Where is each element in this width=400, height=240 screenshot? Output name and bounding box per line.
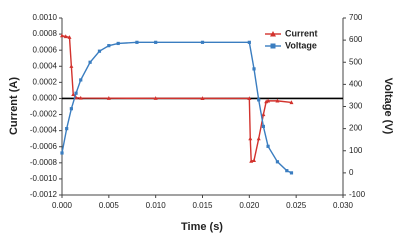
point xyxy=(97,49,102,53)
x-tick-label: 0.030 xyxy=(333,201,354,210)
point xyxy=(248,136,253,141)
point xyxy=(275,98,280,103)
point xyxy=(261,124,265,129)
point xyxy=(79,78,83,82)
x-tick-label: 0.015 xyxy=(192,201,213,210)
y-tick-label: 0.0004 xyxy=(33,61,58,70)
y2-tick-label: 300 xyxy=(349,102,363,111)
point xyxy=(285,169,289,173)
point xyxy=(106,96,111,100)
y-axis-title: Current (A) xyxy=(8,77,20,135)
legend-label: Voltage xyxy=(285,40,317,50)
point xyxy=(67,35,72,39)
point xyxy=(200,96,205,100)
series-line xyxy=(61,41,292,174)
point xyxy=(256,136,261,141)
y-tick-label: 0.0000 xyxy=(33,94,58,103)
point xyxy=(71,92,76,97)
y-tick-label: -0.0008 xyxy=(30,158,58,167)
x-tick-label: 0.000 xyxy=(52,201,73,210)
point xyxy=(200,40,205,44)
point xyxy=(116,41,120,46)
y-tick-label: -0.0004 xyxy=(30,126,58,135)
y2-tick-label: 400 xyxy=(349,79,363,88)
point xyxy=(266,98,271,103)
point xyxy=(247,40,251,44)
y2-tick-label: 700 xyxy=(349,13,363,22)
point xyxy=(275,160,280,164)
x-tick-label: 0.025 xyxy=(286,201,307,210)
y2-tick-label: 500 xyxy=(349,57,363,66)
y2-axis-title: Voltage (V) xyxy=(382,78,394,135)
point xyxy=(289,100,294,105)
legend-marker xyxy=(270,43,276,49)
legend-marker xyxy=(270,31,276,37)
point xyxy=(247,96,252,101)
y2-tick-label: 600 xyxy=(349,35,363,44)
x-axis-title: Time (s) xyxy=(181,221,223,233)
point xyxy=(289,171,294,175)
point xyxy=(153,96,158,100)
y-tick-label: -0.0002 xyxy=(30,110,58,119)
y-tick-label: 0.0002 xyxy=(33,77,58,86)
point xyxy=(88,60,92,64)
legend-label: Current xyxy=(285,28,318,38)
point xyxy=(60,33,64,38)
point xyxy=(78,95,83,100)
y2-tick-label: 200 xyxy=(349,124,363,133)
point xyxy=(69,64,74,68)
point xyxy=(252,158,257,163)
y2-tick-label: -100 xyxy=(349,190,366,199)
point xyxy=(65,127,69,131)
y-tick-label: 0.0008 xyxy=(33,29,58,38)
series-line xyxy=(61,35,292,163)
point xyxy=(60,151,64,155)
point xyxy=(261,112,266,117)
x-tick-label: 0.005 xyxy=(99,201,120,210)
y2-tick-label: 100 xyxy=(349,146,363,155)
point xyxy=(252,67,256,71)
y-tick-label: -0.0010 xyxy=(30,174,58,183)
point xyxy=(266,144,270,148)
y-tick-label: 0.0006 xyxy=(33,45,58,54)
x-tick-label: 0.010 xyxy=(146,201,167,210)
x-tick-label: 0.020 xyxy=(239,201,260,210)
y2-tick-label: 0 xyxy=(349,168,354,177)
point xyxy=(135,40,139,44)
y-tick-label: -0.0006 xyxy=(30,142,58,151)
point xyxy=(74,91,78,95)
point xyxy=(69,107,73,111)
y-tick-label: 0.0010 xyxy=(33,13,58,22)
y-tick-label: -0.0012 xyxy=(30,190,58,199)
point xyxy=(154,40,158,44)
point xyxy=(257,98,261,102)
point xyxy=(63,34,68,39)
point xyxy=(107,44,111,48)
